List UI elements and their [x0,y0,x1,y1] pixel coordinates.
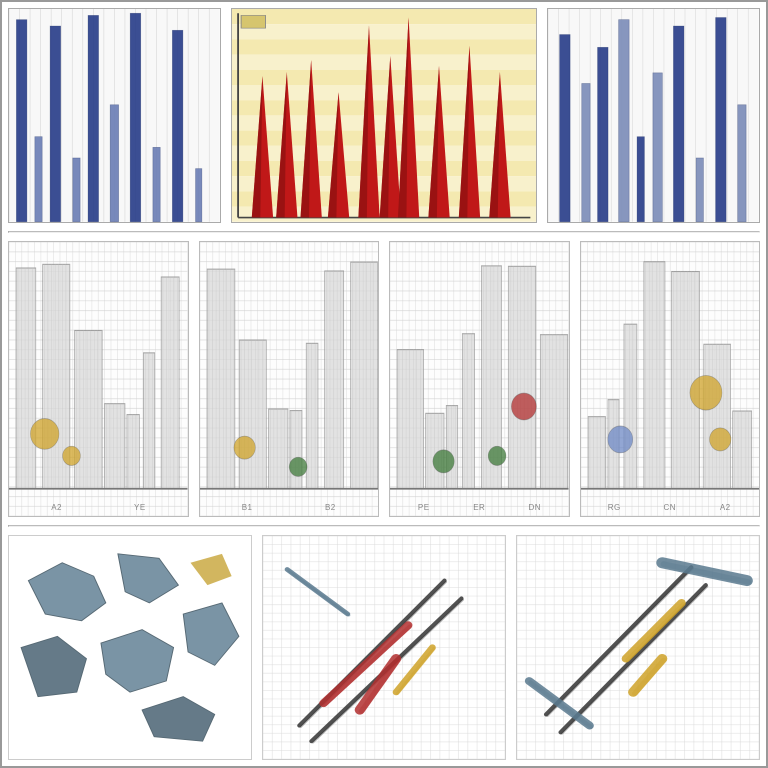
chart-panel-1b [231,8,537,223]
label: PE [396,503,452,512]
row-3 [8,535,760,760]
panel-2a-labels: A2 YE [15,503,182,512]
sketch-panel-2a: A2 YE [8,241,189,517]
stroke-panel-3b [262,535,506,760]
sketch-panel-2c: PE ER DN [389,241,570,517]
label: DN [507,503,563,512]
label: YE [98,503,181,512]
divider-2 [8,525,760,527]
row-1 [8,8,760,223]
divider-1 [8,231,760,233]
sketch-panel-2b: B1 B2 [199,241,380,517]
label: A2 [15,503,98,512]
sketch-panel-2d: RG CN A2 [580,241,761,517]
chart-panel-1a [8,8,221,223]
label: ER [452,503,508,512]
stroke-panel-3c [516,535,760,760]
panel-2b-labels: B1 B2 [206,503,373,512]
label: B1 [206,503,289,512]
panel-2d-labels: RG CN A2 [587,503,754,512]
dashboard-frame: A2 YE B1 B2 PE ER DN RG CN A2 [0,0,768,768]
row-2: A2 YE B1 B2 PE ER DN RG CN A2 [8,241,760,517]
chart-panel-1c [547,8,760,223]
label: RG [587,503,643,512]
panel-2c-labels: PE ER DN [396,503,563,512]
label: B2 [289,503,372,512]
label: CN [642,503,698,512]
label: A2 [698,503,754,512]
map-panel-3a [8,535,252,760]
